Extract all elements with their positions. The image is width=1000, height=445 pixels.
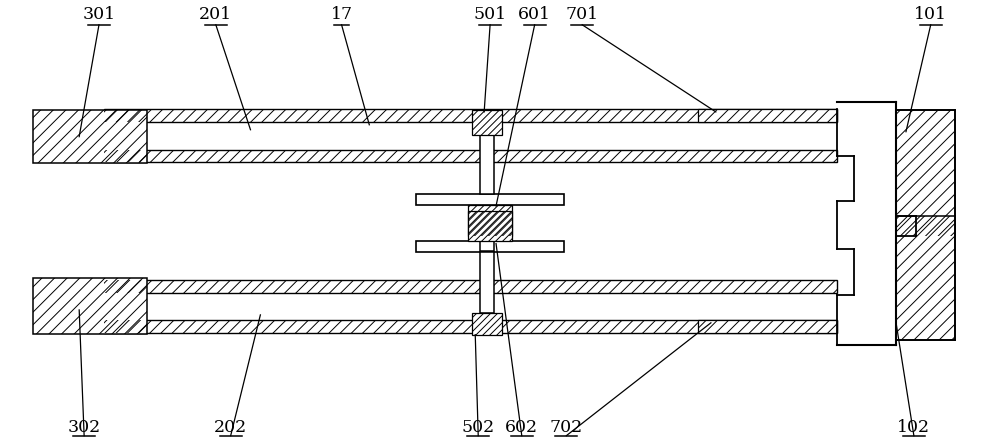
Bar [416,241,564,251]
Polygon shape [472,313,502,335]
Polygon shape [468,211,512,241]
Polygon shape [104,109,837,122]
Text: 202: 202 [214,419,247,436]
Polygon shape [104,150,837,162]
Text: 301: 301 [82,6,116,23]
Polygon shape [896,110,955,236]
Polygon shape [896,216,955,340]
Bar [480,236,494,251]
Text: 201: 201 [199,6,232,23]
Text: 702: 702 [550,419,583,436]
Polygon shape [472,110,502,135]
Text: 502: 502 [462,419,495,436]
Polygon shape [104,320,837,333]
Text: 701: 701 [566,6,599,23]
Polygon shape [33,110,147,163]
Polygon shape [33,278,147,334]
Bar [416,194,564,205]
Text: 601: 601 [518,6,551,23]
Text: 501: 501 [474,6,507,23]
Text: 101: 101 [914,6,947,23]
Polygon shape [698,109,837,122]
Text: 102: 102 [897,419,930,436]
Text: 17: 17 [331,6,353,23]
Polygon shape [698,320,837,333]
Text: 302: 302 [68,419,101,436]
Text: 602: 602 [505,419,538,436]
Bar [480,251,494,313]
Polygon shape [104,280,837,293]
Bar [480,135,494,194]
Polygon shape [468,205,512,236]
